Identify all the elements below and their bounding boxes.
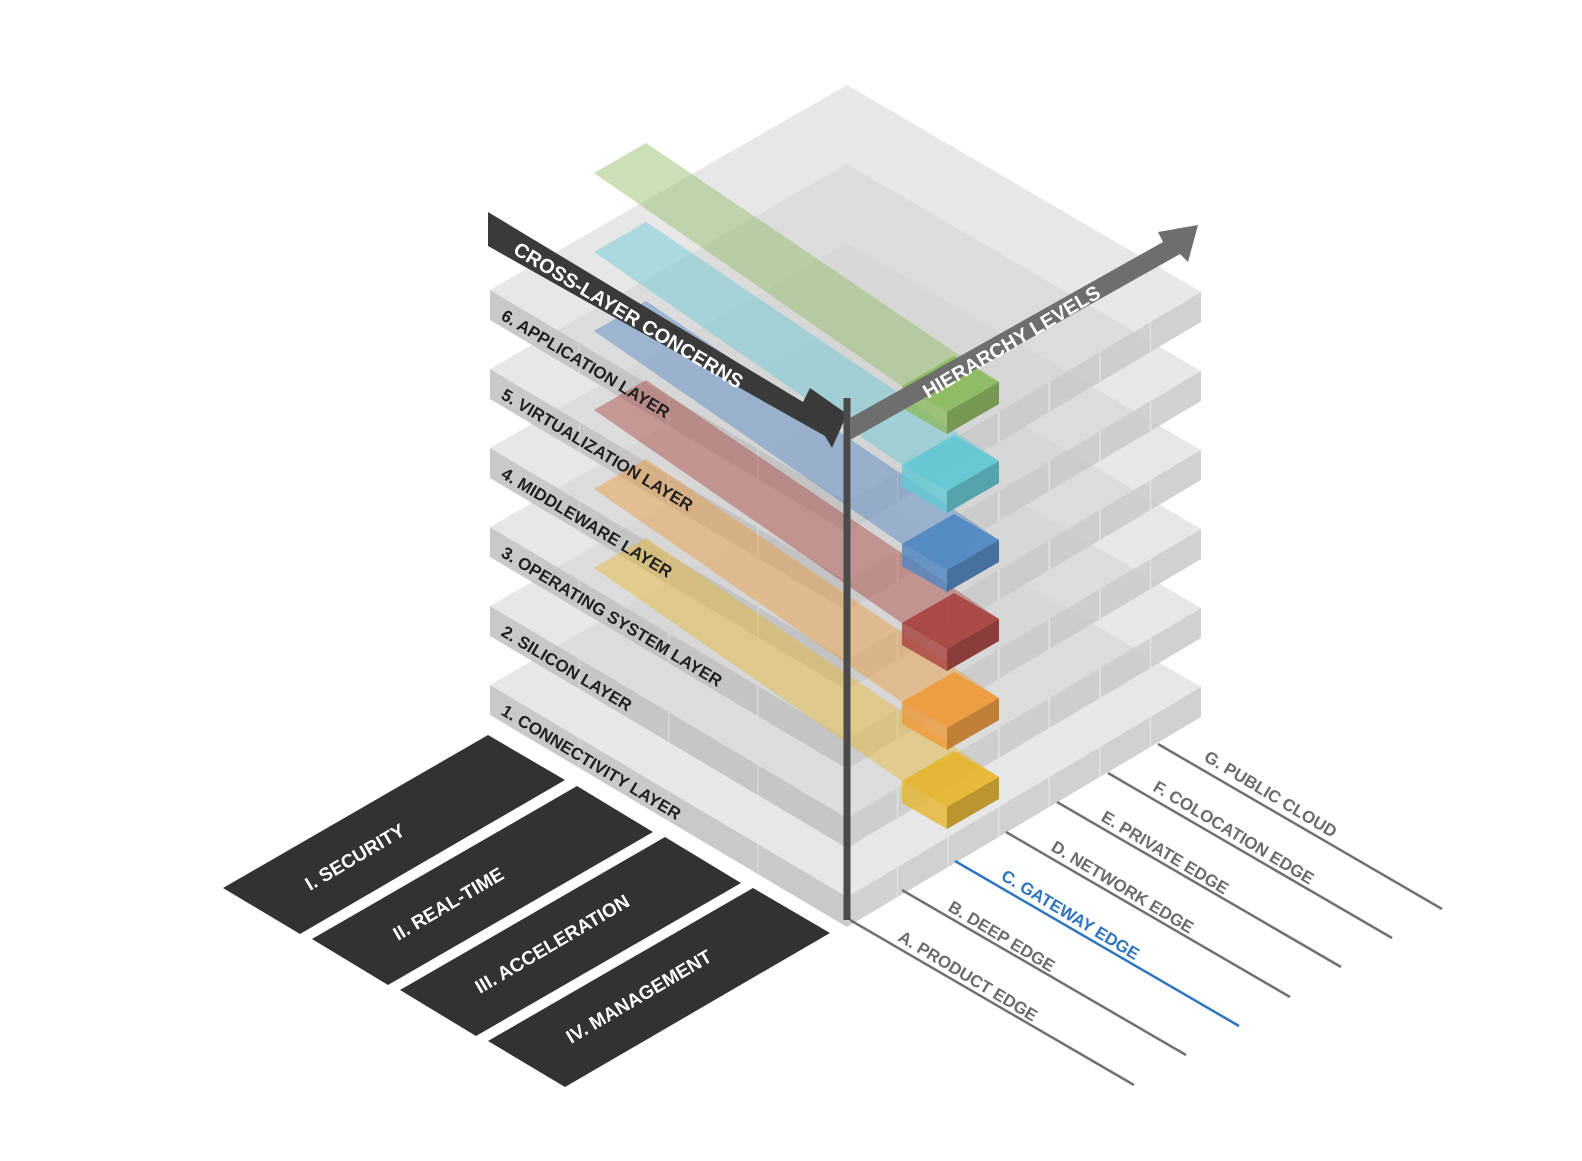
concern-bar-side-1 xyxy=(947,777,999,829)
concern-bar-front-5 xyxy=(902,465,947,513)
concern-bar-front-4 xyxy=(902,544,947,592)
hierarchy-level-lines xyxy=(849,742,1443,1087)
concern-bar-cap-1 xyxy=(902,751,999,807)
level-line-c xyxy=(954,859,1240,1028)
concern-bar-cap-6 xyxy=(902,356,999,412)
concern-bar-top-6 xyxy=(594,143,999,412)
concern-bar-side-2 xyxy=(947,698,999,750)
concern-bar-side-3 xyxy=(947,619,999,671)
level-line-d xyxy=(1005,830,1291,999)
concern-boxes: I. SECURITY II. REAL-TIME III. ACCELERAT… xyxy=(223,735,830,1087)
level-line-f xyxy=(1107,771,1393,940)
concern-bar-front-3 xyxy=(902,623,947,671)
concern-bar-cap-5 xyxy=(902,435,999,491)
concern-bar-front-1 xyxy=(902,781,947,829)
slab-top-face-6 xyxy=(490,85,1201,502)
concern-bar-top-1 xyxy=(594,538,999,807)
concern-bar-front-2 xyxy=(902,702,947,750)
concern-bar-top-4 xyxy=(594,301,999,570)
concern-bar-cap-2 xyxy=(902,672,999,728)
concern-bar-side-4 xyxy=(947,540,999,592)
level-line-e xyxy=(1056,800,1342,969)
concern-bar-top-5 xyxy=(594,222,999,491)
concern-bar-cap-4 xyxy=(902,514,999,570)
slab-right-face-1 xyxy=(847,687,1201,927)
level-line-a xyxy=(849,918,1135,1087)
concern-bar-side-5 xyxy=(947,461,999,513)
concern-bar-side-6 xyxy=(947,382,999,434)
concern-bar-cap-3 xyxy=(902,593,999,649)
concern-bar-top-3 xyxy=(594,380,999,649)
level-line-b xyxy=(901,888,1187,1057)
level-line-g xyxy=(1157,742,1443,911)
concern-bar-top-2 xyxy=(594,459,999,728)
concern-box-security: I. SECURITY xyxy=(223,735,565,934)
concern-bars xyxy=(594,143,999,829)
